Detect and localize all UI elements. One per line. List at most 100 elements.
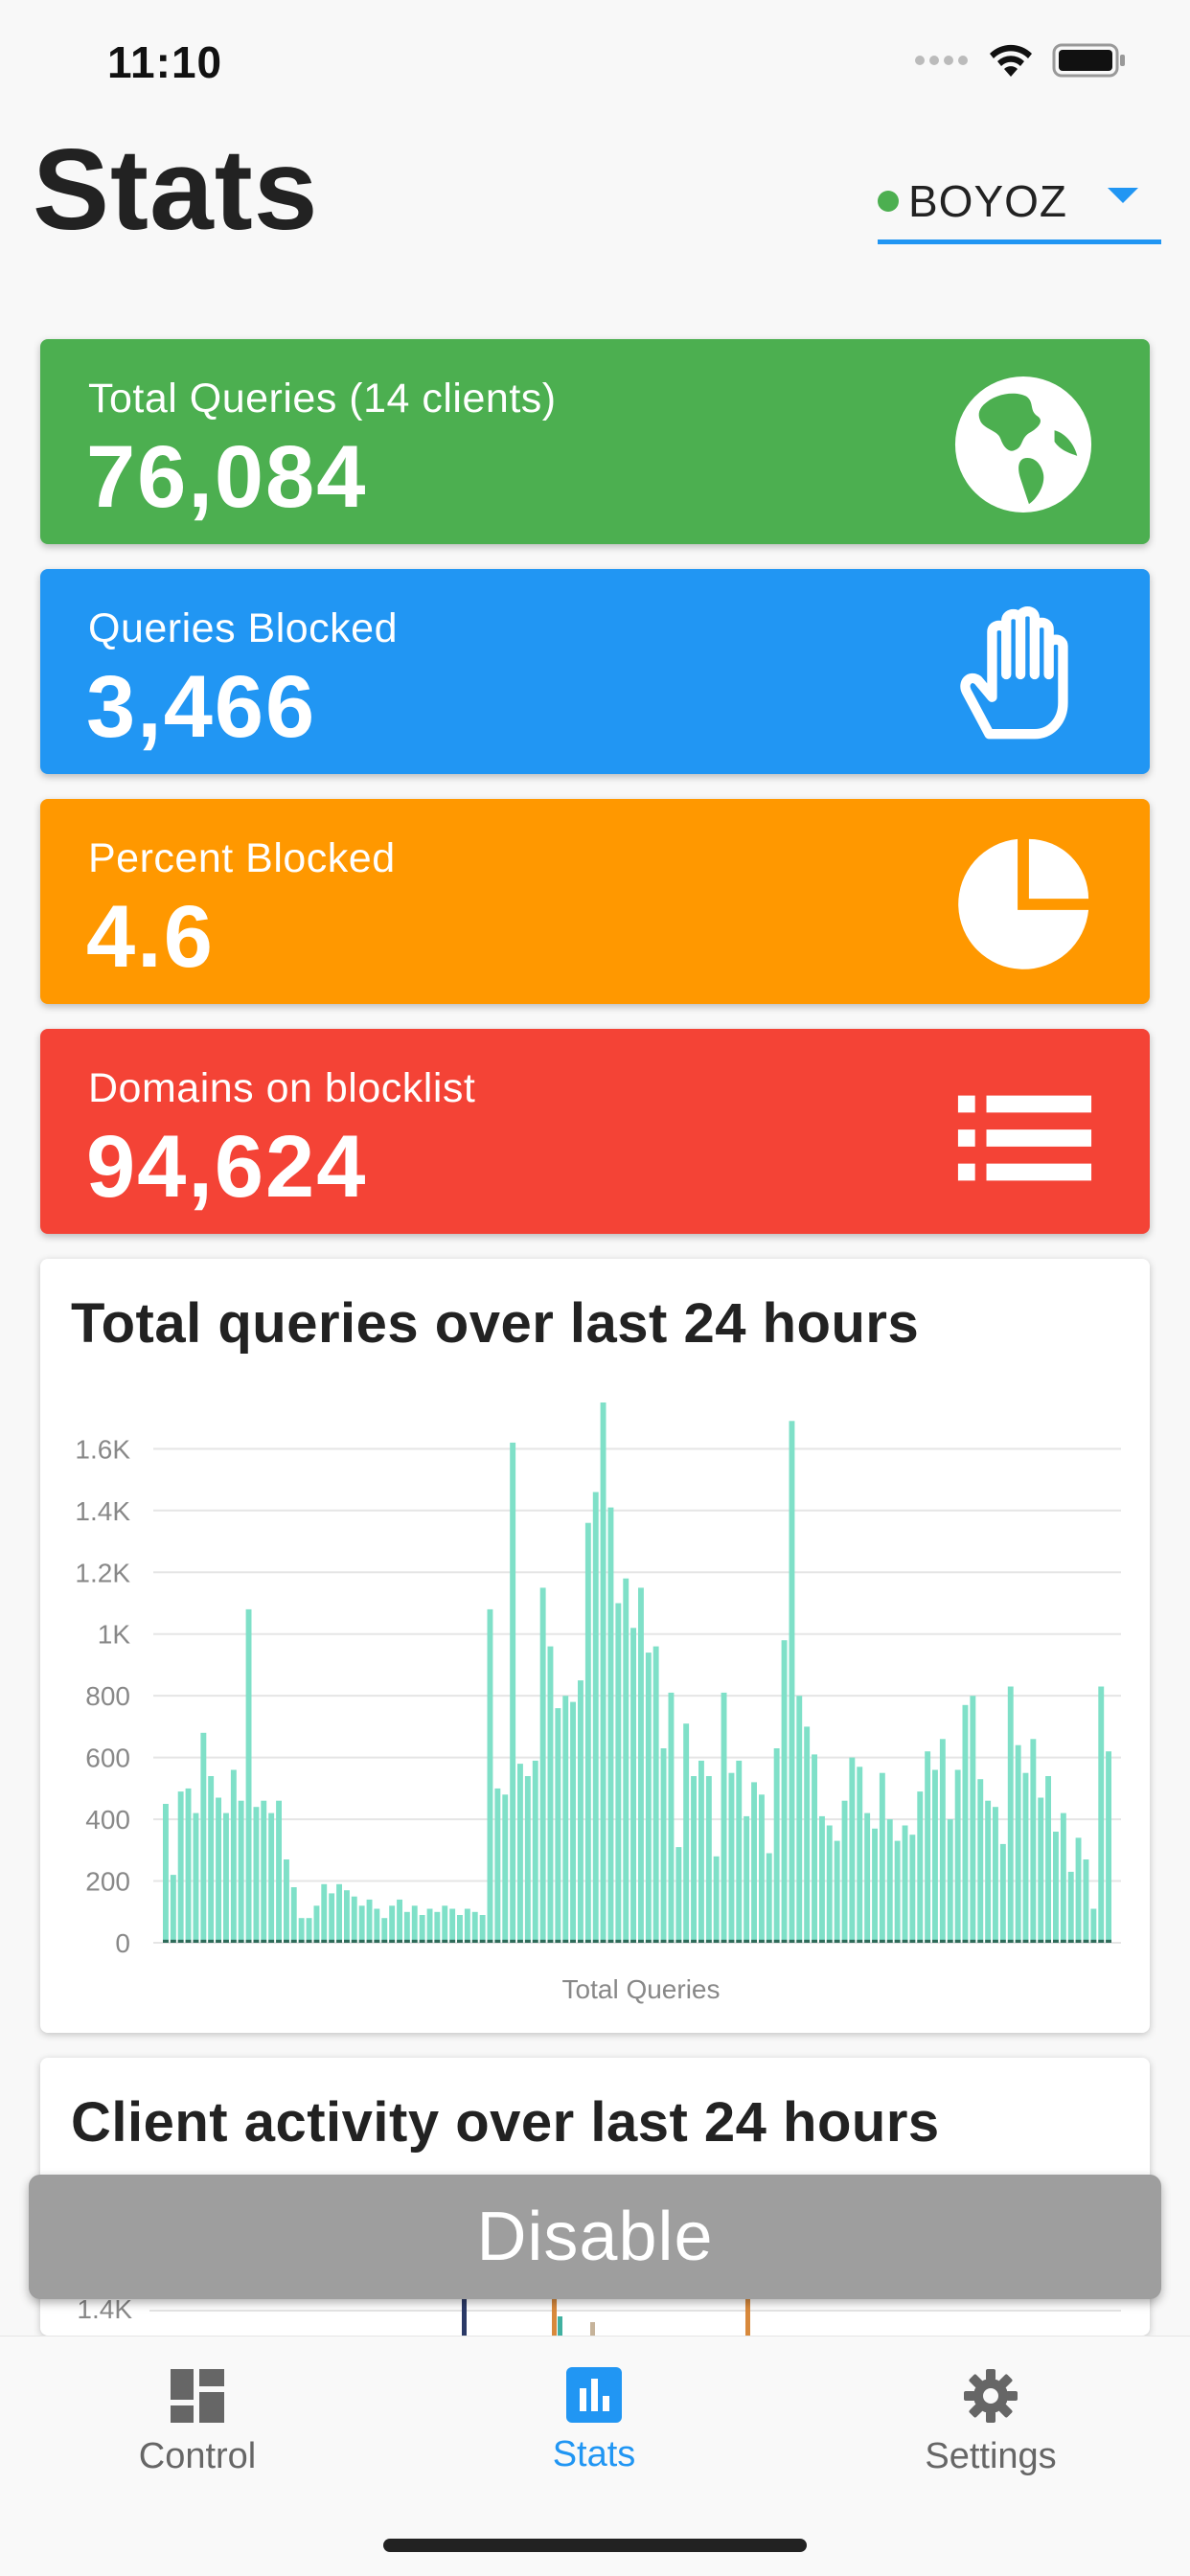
total-queries-chart-card: Total queries over last 24 hours 0 200 400… [40, 1259, 1150, 2033]
queries-blocked-label: Queries Blocked [88, 605, 398, 651]
chart-bar-blocked [170, 1939, 176, 1943]
chart-bar-total [329, 1893, 335, 1943]
chart-bar-total [999, 1843, 1006, 1943]
chart-bar-total [584, 1522, 591, 1943]
chart-bar-total [321, 1883, 328, 1943]
chart-bar-total [849, 1757, 856, 1943]
chart-bar-blocked [1053, 1939, 1059, 1943]
chart-bar-total [939, 1739, 946, 1943]
chart-bar-blocked [374, 1939, 380, 1943]
chart-bar-total [374, 1908, 380, 1943]
disable-button[interactable]: Disable [29, 2175, 1161, 2299]
chart-bar-total [970, 1696, 976, 1943]
chart-bar-blocked [562, 1939, 569, 1943]
chart-bar-total [683, 1723, 690, 1943]
hand-icon [960, 606, 1068, 740]
chart-bar-blocked [261, 1939, 267, 1943]
chart-bar-total [245, 1608, 252, 1943]
chart-bar-total [947, 1819, 953, 1943]
chart-bar-blocked [434, 1939, 441, 1943]
chart-bar-total [985, 1800, 992, 1943]
chart-bar-blocked [985, 1939, 992, 1943]
client-activity-chart: 1.4K [77, 2294, 1121, 2336]
chart-bar-blocked [510, 1939, 516, 1943]
chart-bar-blocked [532, 1939, 538, 1943]
chart-bar-blocked [954, 1939, 961, 1943]
chart-bar-blocked [932, 1939, 938, 1943]
server-status-indicator [878, 191, 899, 212]
chart-y-tick-label: 1K [98, 1620, 131, 1650]
globe-icon [954, 376, 1092, 513]
chart-bar-blocked [804, 1939, 811, 1943]
chart-bar-blocked [705, 1939, 712, 1943]
chart-bar-blocked [185, 1939, 192, 1943]
chart-bar-total [766, 1853, 772, 1943]
chart-bar-total [464, 1908, 470, 1943]
chart-bar-blocked [872, 1939, 878, 1943]
tab-settings-label: Settings [925, 2436, 1057, 2476]
chart-bar-total [389, 1905, 396, 1943]
chart-bar-blocked [517, 1939, 523, 1943]
chart-bar-total [759, 1794, 765, 1943]
chart-bar-total [502, 1794, 509, 1943]
dropdown-arrow-icon [1108, 188, 1138, 203]
chart-bar-blocked [917, 1939, 924, 1943]
chart-bar-total [993, 1807, 998, 1943]
tab-settings[interactable]: Settings [847, 2367, 1134, 2477]
chart-bar-blocked [389, 1939, 396, 1943]
chart-bar-blocked [781, 1939, 788, 1943]
tab-stats[interactable]: Stats [450, 2367, 738, 2475]
chart-bar-blocked [607, 1939, 614, 1943]
chart-bar-total [705, 1776, 712, 1943]
chart-bar-total [570, 1701, 576, 1943]
chart-bar-total [193, 1812, 199, 1943]
chart-bar-total [909, 1835, 916, 1943]
chart-bar-total [841, 1800, 848, 1943]
chart-bar-total [796, 1696, 803, 1943]
chart-bar-blocked [834, 1939, 840, 1943]
chart-bar-total [510, 1442, 516, 1943]
chart-bar-total [1038, 1797, 1044, 1943]
chart-bar-total [675, 1847, 682, 1943]
chart-bar-blocked [1067, 1939, 1074, 1943]
chart-bar-blocked [977, 1939, 984, 1943]
chart-bar-total [1045, 1776, 1051, 1943]
chart-bar-blocked [909, 1939, 916, 1943]
chart-bar-blocked [284, 1939, 289, 1943]
chart-y-tick-label: 1.6K [75, 1434, 130, 1464]
chart-bar-total [426, 1908, 433, 1943]
chart-bar-blocked [163, 1939, 169, 1943]
chart-bar-blocked [1022, 1939, 1029, 1943]
chart-bar-total [434, 1911, 441, 1943]
chart-bar-blocked [397, 1939, 402, 1943]
total-queries-label: Total Queries (14 clients) [88, 376, 557, 422]
chart-bar-blocked [570, 1939, 576, 1943]
server-selector[interactable]: BOYOZ [878, 163, 1161, 244]
chart-bar-total [728, 1772, 735, 1943]
chart-bar-blocked [1106, 1939, 1111, 1943]
chart-bar-blocked [366, 1939, 373, 1943]
chart-bar-blocked [1045, 1939, 1051, 1943]
chart-bar-blocked [298, 1939, 305, 1943]
chart-bar-total [1090, 1908, 1097, 1943]
chart-bar-total [630, 1628, 636, 1943]
chart-bar-total [306, 1918, 312, 1943]
chart-bar-total [834, 1840, 840, 1943]
chart-bar-total [261, 1800, 267, 1943]
chart-bar-total [607, 1507, 614, 1943]
chart-y-tick-label: 1.4K [75, 1496, 130, 1526]
chart-bar-blocked [766, 1939, 772, 1943]
chart-bar-blocked [645, 1939, 652, 1943]
chart-bar-blocked [1060, 1939, 1066, 1943]
tab-stats-label: Stats [552, 2434, 636, 2474]
chart-y-tick-label: 600 [85, 1744, 130, 1773]
percent-blocked-value: 4.6 [86, 888, 215, 986]
client-chart-bar [552, 2297, 557, 2336]
chart-bar-blocked [812, 1939, 817, 1943]
chart-bar-total [1030, 1739, 1037, 1943]
tab-control[interactable]: Control [54, 2367, 341, 2477]
chart-bar-total [381, 1918, 388, 1943]
chart-bar-blocked [630, 1939, 636, 1943]
chart-bar-total [223, 1812, 229, 1943]
chart-bar-total [1075, 1837, 1082, 1943]
